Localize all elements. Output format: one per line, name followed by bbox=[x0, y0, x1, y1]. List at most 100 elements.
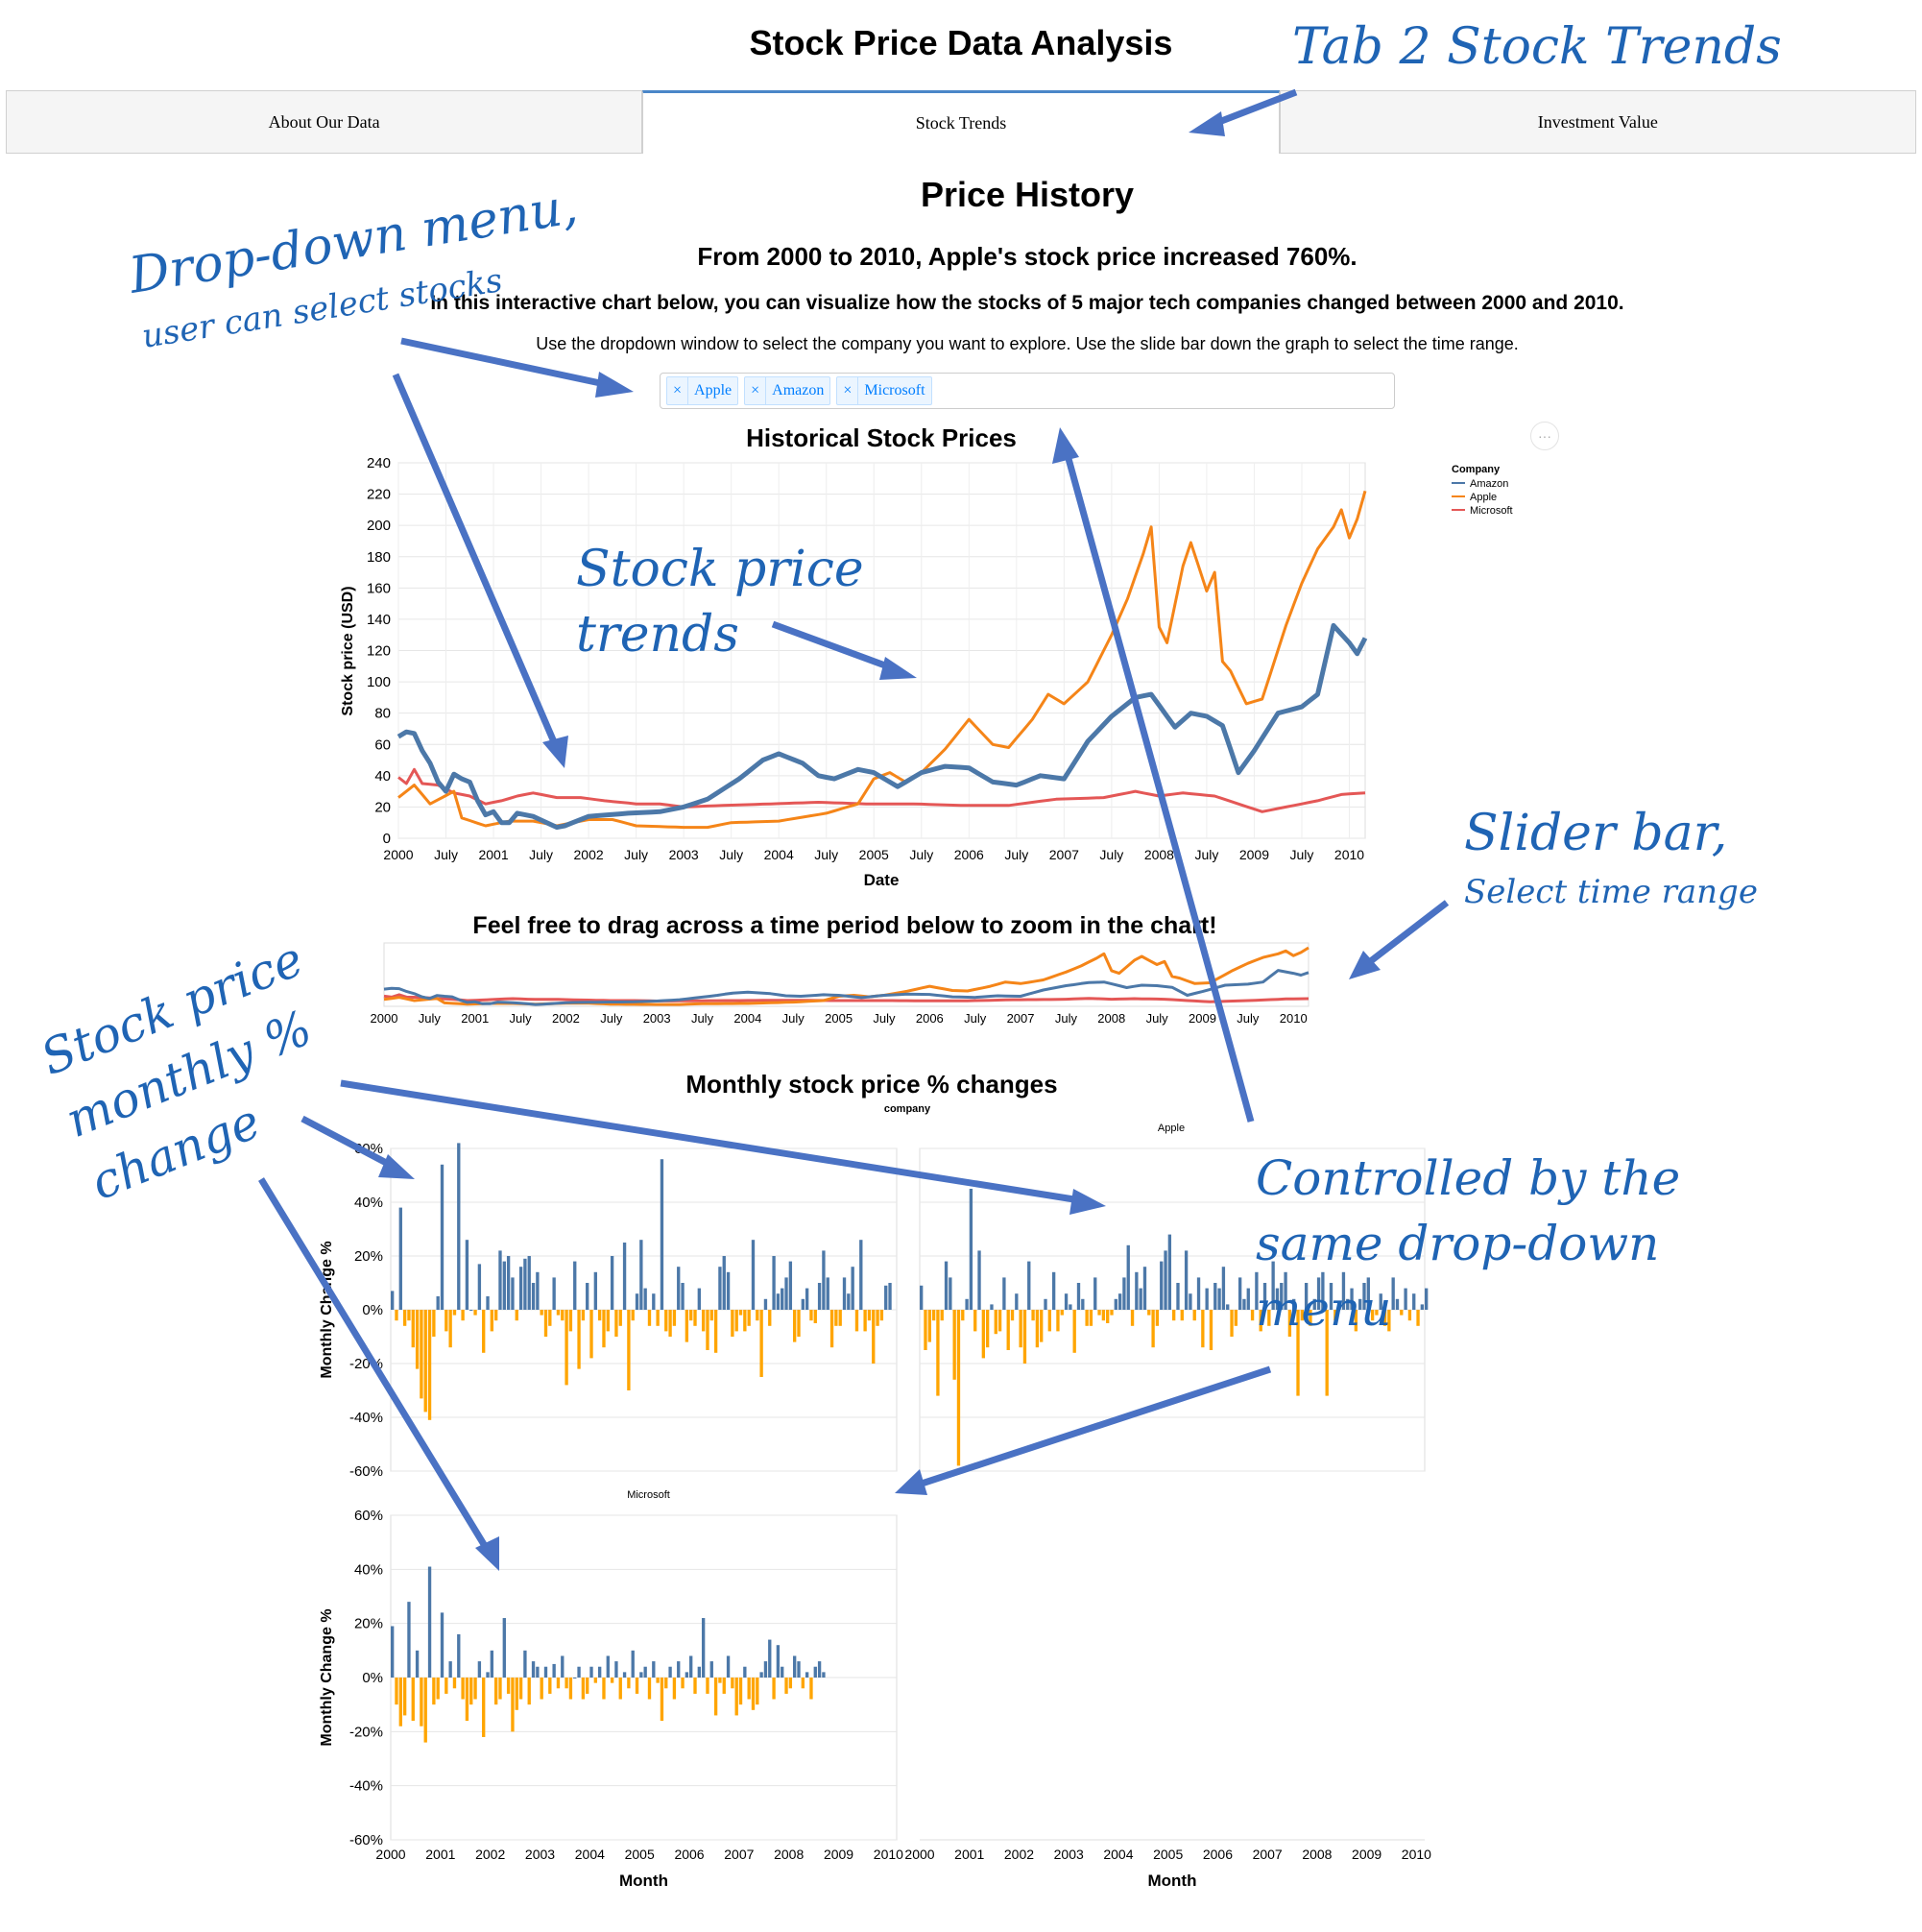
legend-entry: Apple bbox=[1470, 492, 1497, 503]
bar-amazon bbox=[581, 1310, 586, 1321]
bar-amazon bbox=[854, 1310, 859, 1332]
bar-amazon bbox=[788, 1261, 793, 1310]
bar-amazon bbox=[440, 1164, 444, 1310]
brush-x-tick-label: 2010 bbox=[1280, 1011, 1308, 1026]
bar-microsoft bbox=[423, 1678, 427, 1743]
facet-y-axis-title: Monthly Change % bbox=[319, 1241, 335, 1378]
tab-about-our-data[interactable]: About Our Data bbox=[6, 90, 643, 154]
facet-y-axis-title: Monthly Change % bbox=[319, 1608, 335, 1746]
bar-amazon bbox=[826, 1277, 829, 1310]
bar-amazon bbox=[677, 1267, 681, 1310]
bar-apple bbox=[1329, 1283, 1333, 1310]
bar-amazon bbox=[597, 1310, 602, 1321]
bar-amazon bbox=[738, 1310, 743, 1316]
bar-microsoft bbox=[469, 1678, 473, 1705]
bar-amazon bbox=[664, 1310, 668, 1332]
bar-microsoft bbox=[511, 1678, 515, 1732]
bar-apple bbox=[920, 1285, 924, 1310]
brush-x-tick-label: July bbox=[1146, 1011, 1169, 1026]
bar-apple bbox=[1160, 1261, 1164, 1310]
bar-amazon bbox=[718, 1267, 722, 1310]
bar-microsoft bbox=[597, 1666, 602, 1678]
chart-actions-button[interactable]: ··· bbox=[1530, 422, 1559, 450]
bar-amazon bbox=[473, 1310, 477, 1316]
company-multiselect[interactable]: × Apple × Amazon × Microsoft bbox=[660, 373, 1395, 409]
page-heading: Price History bbox=[920, 175, 1135, 214]
bar-apple bbox=[956, 1310, 961, 1466]
brush-x-tick-label: July bbox=[1237, 1011, 1260, 1026]
bar-apple bbox=[1035, 1310, 1040, 1348]
bar-microsoft bbox=[589, 1666, 593, 1678]
bar-microsoft bbox=[668, 1666, 672, 1678]
bar-microsoft bbox=[718, 1678, 722, 1683]
facet-x-tick-label: 2000 bbox=[904, 1847, 934, 1862]
bar-apple bbox=[1126, 1244, 1130, 1310]
bar-apple bbox=[1321, 1271, 1325, 1310]
facet-x-axis-title: Month bbox=[619, 1872, 668, 1890]
bar-microsoft bbox=[391, 1626, 395, 1678]
bar-amazon bbox=[884, 1285, 888, 1310]
bar-apple bbox=[1230, 1310, 1234, 1337]
tab-investment-value[interactable]: Investment Value bbox=[1279, 90, 1916, 154]
x-tick-label: 2005 bbox=[859, 847, 889, 862]
bar-microsoft bbox=[436, 1678, 440, 1700]
bar-amazon bbox=[772, 1256, 776, 1310]
remove-amazon-icon[interactable]: × bbox=[745, 377, 767, 404]
bar-apple bbox=[1255, 1271, 1259, 1310]
bar-microsoft bbox=[457, 1633, 461, 1678]
bar-microsoft bbox=[681, 1678, 685, 1689]
bar-apple bbox=[1019, 1310, 1022, 1348]
bar-amazon bbox=[809, 1310, 813, 1321]
bar-apple bbox=[1404, 1288, 1407, 1310]
remove-apple-icon[interactable]: × bbox=[667, 377, 689, 404]
bar-apple bbox=[1250, 1310, 1255, 1321]
facet-x-tick-label: 2003 bbox=[1054, 1847, 1084, 1862]
bar-microsoft bbox=[693, 1678, 697, 1694]
y-tick-label: 180 bbox=[367, 549, 391, 566]
bar-microsoft bbox=[586, 1678, 589, 1694]
bar-apple bbox=[1097, 1310, 1101, 1316]
bar-amazon bbox=[536, 1271, 540, 1310]
bar-microsoft bbox=[772, 1678, 776, 1700]
remove-microsoft-icon[interactable]: × bbox=[837, 377, 859, 404]
bar-amazon bbox=[734, 1310, 738, 1332]
bar-apple bbox=[1312, 1298, 1316, 1310]
bar-amazon bbox=[527, 1256, 531, 1310]
bar-apple bbox=[961, 1310, 965, 1321]
bar-amazon bbox=[822, 1250, 826, 1310]
facet-x-tick-label: 2007 bbox=[1253, 1847, 1283, 1862]
bar-apple bbox=[1130, 1310, 1135, 1326]
bar-microsoft bbox=[622, 1672, 627, 1678]
bar-microsoft bbox=[568, 1678, 573, 1700]
bar-microsoft bbox=[677, 1661, 681, 1678]
facet-y-tick-label: -20% bbox=[349, 1724, 383, 1740]
bar-apple bbox=[1267, 1310, 1271, 1326]
bar-amazon bbox=[568, 1310, 573, 1332]
bar-microsoft bbox=[540, 1678, 543, 1700]
x-tick-label: July bbox=[719, 847, 743, 862]
bar-apple bbox=[1237, 1277, 1242, 1310]
bar-apple bbox=[1262, 1283, 1267, 1310]
bar-microsoft bbox=[614, 1661, 618, 1678]
bar-microsoft bbox=[685, 1672, 689, 1678]
bar-microsoft bbox=[697, 1666, 701, 1678]
bar-apple bbox=[952, 1310, 956, 1380]
bar-apple bbox=[1205, 1288, 1209, 1310]
bar-amazon bbox=[639, 1240, 643, 1310]
bar-microsoft bbox=[531, 1661, 536, 1678]
x-tick-label: July bbox=[814, 847, 838, 862]
bar-microsoft bbox=[395, 1678, 398, 1705]
bar-apple bbox=[997, 1310, 1002, 1332]
bar-microsoft bbox=[473, 1678, 477, 1700]
bar-apple bbox=[1114, 1298, 1117, 1310]
app-title: Stock Price Data Analysis bbox=[749, 23, 1173, 62]
bar-apple bbox=[931, 1310, 936, 1321]
tab-bar: About Our Data Stock Trends Investment V… bbox=[6, 90, 1916, 154]
bar-microsoft bbox=[689, 1655, 693, 1678]
bar-amazon bbox=[407, 1310, 411, 1321]
bar-microsoft bbox=[482, 1678, 486, 1737]
facet-header: company bbox=[884, 1103, 931, 1115]
bar-microsoft bbox=[415, 1650, 420, 1678]
bar-apple bbox=[1382, 1310, 1387, 1326]
bar-apple bbox=[1213, 1283, 1217, 1310]
